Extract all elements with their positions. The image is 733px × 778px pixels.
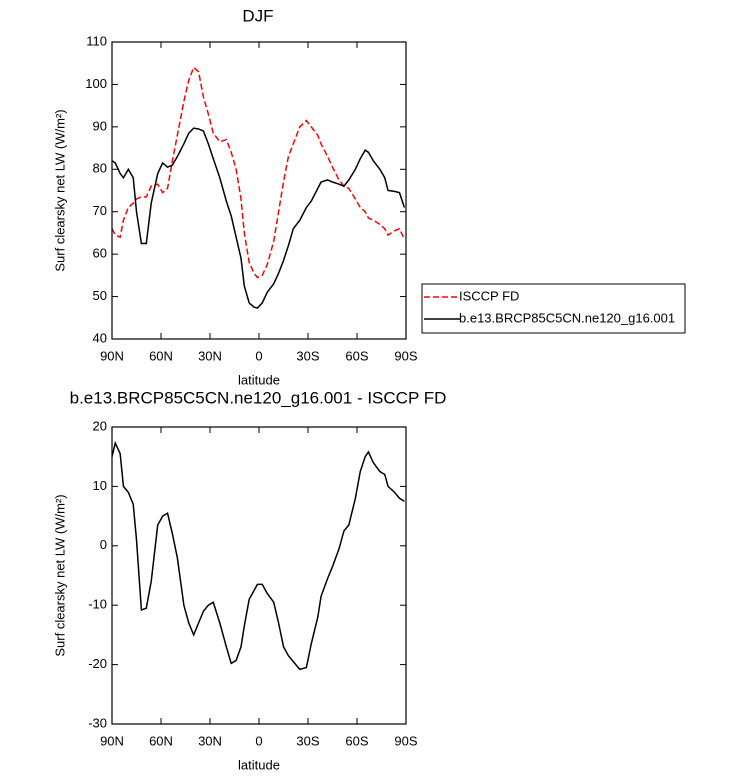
legend-label: b.e13.BRCP85C5CN.ne120_g16.001: [459, 310, 675, 325]
x-tick-label: 0: [255, 733, 262, 748]
x-tick-label: 30N: [198, 348, 222, 363]
data-line: [111, 127, 406, 309]
y-tick-label: 10: [93, 478, 107, 493]
y-tick-label: 100: [85, 76, 107, 91]
legend-box: [421, 283, 686, 334]
x-tick-label: 60N: [149, 348, 173, 363]
x-axis-label: latitude: [238, 757, 280, 772]
x-tick-label: 90N: [100, 348, 124, 363]
x-tick-label: 60S: [345, 348, 368, 363]
x-axis-label: latitude: [238, 372, 280, 387]
y-tick-label: 0: [100, 537, 107, 552]
plot-frame: [111, 41, 407, 340]
y-tick-label: 20: [93, 418, 107, 433]
y-tick-label: 40: [93, 330, 107, 345]
x-tick-label: 30N: [198, 733, 222, 748]
x-tick-label: 90S: [394, 733, 417, 748]
x-tick-label: 90S: [394, 348, 417, 363]
data-line: [111, 440, 405, 671]
y-tick-label: 80: [93, 161, 107, 176]
y-tick-label: 90: [93, 118, 107, 133]
y-tick-label: -20: [88, 656, 107, 671]
data-line: [111, 66, 406, 279]
chart-title: DJF: [242, 6, 273, 25]
x-tick-label: 0: [255, 348, 262, 363]
y-axis-label: Surf clearsky net LW (W/m²): [52, 494, 67, 656]
x-tick-label: 60N: [149, 733, 173, 748]
x-tick-label: 30S: [296, 348, 319, 363]
y-tick-label: -10: [88, 597, 107, 612]
plot-frame: [111, 426, 407, 725]
legend-label: ISCCP FD: [459, 288, 519, 303]
y-tick-label: 110: [86, 33, 107, 48]
x-tick-label: 30S: [296, 733, 319, 748]
chart-title: b.e13.BRCP85C5CN.ne120_g16.001 - ISCCP F…: [70, 388, 447, 407]
y-tick-label: -30: [88, 715, 107, 730]
y-tick-label: 70: [93, 203, 107, 218]
y-tick-label: 60: [93, 246, 107, 261]
x-tick-label: 60S: [345, 733, 368, 748]
y-axis-label: Surf clearsky net LW (W/m²): [52, 109, 67, 271]
y-tick-label: 50: [93, 288, 107, 303]
x-tick-label: 90N: [100, 733, 124, 748]
